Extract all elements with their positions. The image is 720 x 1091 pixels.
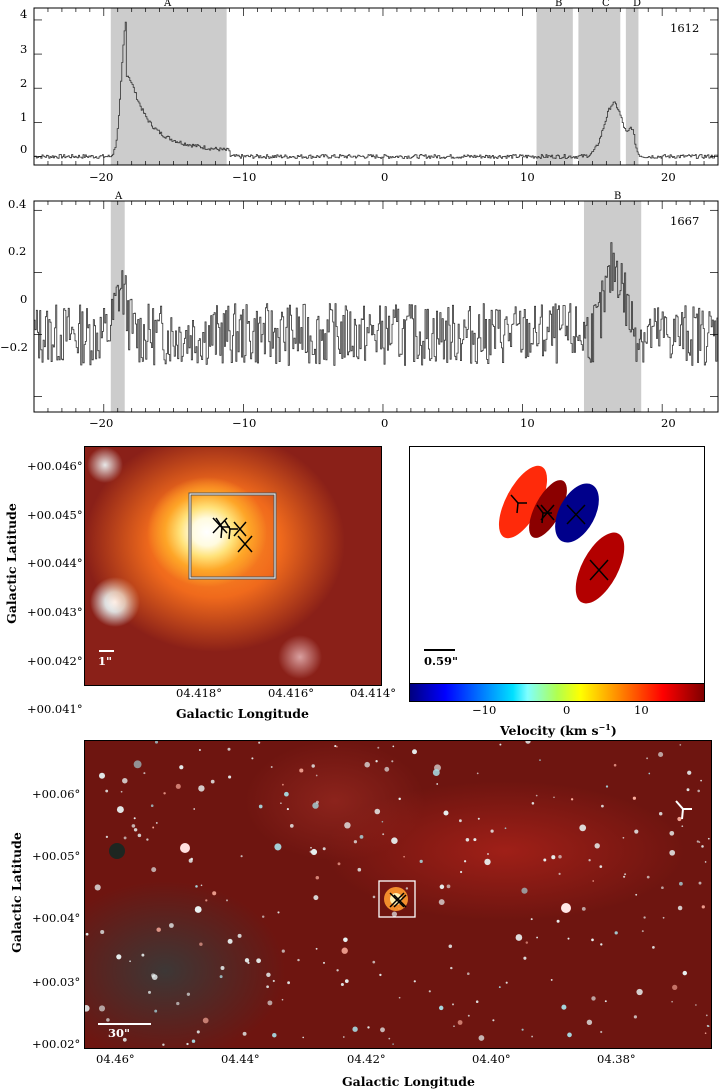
- wide-x-axis-label: Galactic Longitude: [342, 1074, 475, 1089]
- colorbar-label: Velocity (km s−1): [500, 722, 617, 739]
- zoom-infrared-image: [84, 446, 382, 686]
- region-label-1612-D: D: [633, 0, 642, 9]
- y-tick-1667--0.2: −0.2: [0, 340, 28, 354]
- wide-lon-tick-2: 04.42°: [347, 1052, 386, 1066]
- x-tick-1612-0: 0: [381, 170, 389, 184]
- zoom-lon-tick-2: 04.414°: [350, 686, 396, 700]
- wide-y-axis-label: Galactic Latitude: [8, 832, 24, 953]
- wide-lat-tick-1: +00.05°: [32, 849, 81, 863]
- zoom-lat-tick-1: +00.045°: [27, 508, 83, 522]
- spectrum-1612-plot: [33, 7, 719, 166]
- wide-lon-tick-1: 04.44°: [221, 1052, 260, 1066]
- y-tick-1667-0: 0: [20, 292, 28, 306]
- x-tick-1667-0: 0: [381, 416, 389, 430]
- x-tick-1612-10: 10: [520, 170, 535, 184]
- y-tick-1667-0.4: 0.4: [8, 197, 27, 211]
- zoom-lat-tick-5: +00.041°: [27, 702, 83, 716]
- y-tick-1612-0: 0: [20, 142, 28, 156]
- wide-lon-tick-0: 04.46°: [96, 1052, 135, 1066]
- region-label-1667-A: A: [115, 191, 123, 202]
- velocity-colorbar: [409, 683, 705, 702]
- spectrum-trace-1667: [34, 242, 719, 366]
- x-tick-1667-10: 10: [520, 416, 535, 430]
- wide-lon-tick-3: 04.40°: [472, 1052, 511, 1066]
- zoom-x-axis-label: Galactic Longitude: [176, 706, 309, 721]
- shaded-region-A: [110, 201, 125, 412]
- x-tick-1612-20: 20: [661, 170, 676, 184]
- wide-scale-bar-label: 30": [108, 1026, 130, 1040]
- region-label-1612-B: B: [555, 0, 563, 9]
- zoom-lon-tick-1: 04.416°: [268, 686, 314, 700]
- wide-lat-tick-4: +00.02°: [32, 1037, 81, 1051]
- colorbar-tick-0: 0: [563, 703, 571, 717]
- zoom-lon-tick-0: 04.418°: [176, 686, 222, 700]
- y-tick-1612-1: 1: [20, 110, 28, 124]
- zoom-y-axis-label: Galactic Latitude: [3, 503, 19, 624]
- zoom-lat-tick-0: +00.046°: [27, 459, 83, 473]
- colorbar-tick-10: 10: [634, 703, 649, 717]
- colorbar-tick--10: −10: [472, 703, 497, 717]
- wide-lon-tick-4: 04.38°: [597, 1052, 636, 1066]
- wide-lat-tick-2: +00.04°: [32, 911, 81, 925]
- region-label-1612-C: C: [602, 0, 610, 9]
- shaded-region-B: [536, 8, 573, 165]
- wide-field-infrared-image: [84, 740, 712, 1049]
- spectrum-1667-transition-label: 1667: [670, 214, 700, 228]
- velocity-map-scale-bar-label: 0.59": [424, 654, 459, 668]
- region-label-1612-A: A: [164, 0, 172, 9]
- spectrum-trace-1612: [34, 21, 719, 159]
- zoom-overlay: [99, 492, 277, 652]
- wide-lat-tick-0: +00.06°: [32, 787, 81, 801]
- shaded-region-D: [625, 8, 639, 165]
- zoom-lat-tick-4: +00.042°: [27, 654, 83, 668]
- region-label-1667-B: B: [614, 191, 622, 202]
- zoom-lat-tick-3: +00.043°: [27, 605, 83, 619]
- y-tick-1612-3: 3: [20, 42, 28, 56]
- spectrum-1612-transition-label: 1612: [670, 21, 700, 35]
- y-tick-1667-0.2: 0.2: [8, 244, 27, 258]
- wide-field-overlay: [85, 741, 710, 1046]
- zoom-scale-bar-label: 1": [98, 654, 112, 668]
- y-tick-1612-2: 2: [20, 76, 28, 90]
- zoom-lat-tick-2: +00.044°: [27, 556, 83, 570]
- x-tick-1667-20: 20: [661, 416, 676, 430]
- spectrum-1667-plot: [33, 200, 719, 413]
- x-tick-1667--20: −20: [89, 416, 114, 430]
- x-tick-1667--10: −10: [232, 416, 257, 430]
- velocity-map-panel: [409, 446, 705, 685]
- x-tick-1612--20: −20: [89, 170, 114, 184]
- wide-lat-tick-3: +00.03°: [32, 975, 81, 989]
- y-tick-1612-4: 4: [20, 7, 28, 21]
- shaded-region-A: [110, 8, 227, 165]
- velocity-map-ellipses: [424, 465, 625, 651]
- x-tick-1612--10: −10: [232, 170, 257, 184]
